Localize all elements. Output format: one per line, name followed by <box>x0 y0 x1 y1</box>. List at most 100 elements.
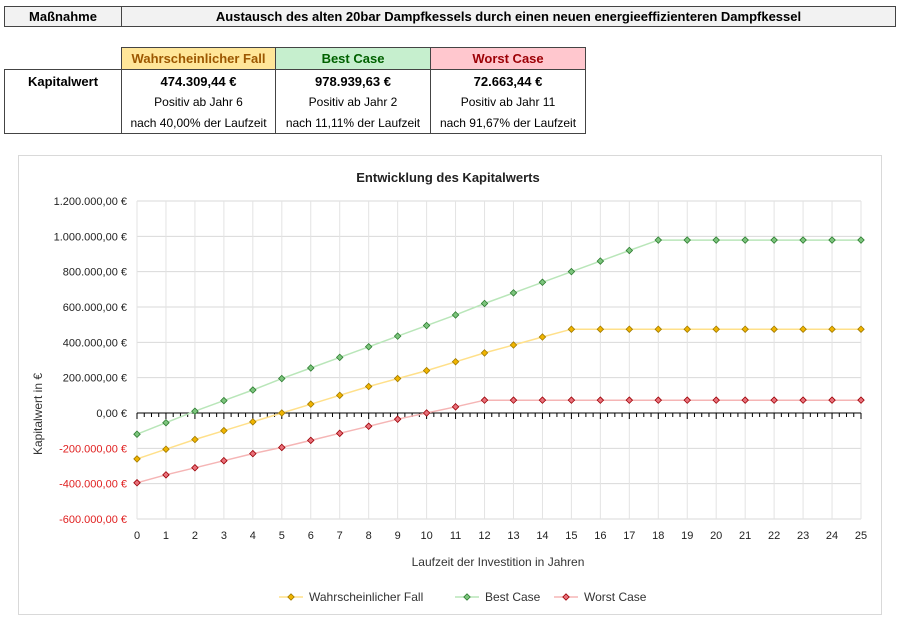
data-point <box>422 366 431 375</box>
x-tick-label: 10 <box>420 530 432 542</box>
x-tick-label: 7 <box>337 530 343 542</box>
data-point <box>683 396 692 404</box>
series-line-2 <box>136 399 861 484</box>
data-point <box>220 426 228 435</box>
y-tick-label: 400.000,00 € <box>63 337 127 349</box>
x-tick-label: 23 <box>797 530 809 542</box>
data-point <box>567 325 576 333</box>
x-tick-label: 15 <box>565 530 577 542</box>
data-point <box>306 436 315 445</box>
data-point <box>335 429 344 438</box>
y-tick-label: 800.000,00 € <box>63 267 127 279</box>
summary-positive-likely: Positiv ab Jahr 6 <box>154 95 243 109</box>
data-point <box>712 325 720 333</box>
x-tick-label: 20 <box>710 530 722 542</box>
chart-title: Entwicklung des Kapitalwerts <box>356 170 540 185</box>
data-point <box>857 236 865 244</box>
x-tick-label: 14 <box>536 530 548 542</box>
data-point <box>828 396 836 404</box>
y-tick-label: 1.000.000,00 € <box>54 231 127 243</box>
data-point <box>133 479 141 487</box>
data-point <box>422 409 431 417</box>
data-point <box>220 396 228 405</box>
summary-runtime-likely: nach 40,00% der Laufzeit <box>130 116 267 130</box>
data-point <box>133 455 141 463</box>
summary-column-best: Best Case 978.939,63 € Positiv ab Jahr 2… <box>275 47 431 134</box>
data-point <box>857 396 865 404</box>
legend-marker <box>463 593 471 601</box>
x-tick-label: 19 <box>681 530 693 542</box>
data-point <box>799 325 807 333</box>
data-point <box>683 325 692 333</box>
measure-label: Maßnahme <box>4 6 122 27</box>
x-tick-label: 17 <box>623 530 635 542</box>
legend-marker <box>562 593 570 601</box>
x-tick-label: 12 <box>478 530 490 542</box>
summary-value-best: 978.939,63 € <box>315 73 391 89</box>
summary-title-worst: Worst Case <box>430 47 586 70</box>
data-point <box>278 443 286 452</box>
summary-runtime-worst: nach 91,67% der Laufzeit <box>439 116 577 130</box>
data-point <box>741 396 749 404</box>
data-point <box>249 386 257 394</box>
y-tick-label: 600.000,00 € <box>63 302 127 314</box>
data-point <box>393 374 402 383</box>
y-tick-label: -600.000,00 € <box>59 514 127 526</box>
legend-label: Best Case <box>485 590 541 604</box>
x-tick-label: 13 <box>507 530 519 542</box>
data-point <box>162 445 170 453</box>
data-point <box>278 409 286 417</box>
legend-marker <box>287 593 295 601</box>
data-point <box>422 321 431 330</box>
data-point <box>480 349 489 357</box>
data-point <box>712 396 720 404</box>
data-point <box>654 396 663 404</box>
data-point <box>509 289 518 297</box>
summary-title-best: Best Case <box>275 47 431 70</box>
x-tick-label: 9 <box>395 530 401 542</box>
data-point <box>625 396 634 404</box>
x-tick-label: 24 <box>826 530 838 542</box>
data-point <box>799 236 807 244</box>
x-tick-label: 21 <box>739 530 751 542</box>
data-point <box>770 396 778 404</box>
data-point <box>799 396 807 404</box>
data-point <box>191 435 199 444</box>
y-tick-label: 1.200.000,00 € <box>54 196 127 208</box>
summary-positive-best: Positiv ab Jahr 2 <box>308 95 398 109</box>
data-point <box>220 456 228 465</box>
legend-label: Wahrscheinlicher Fall <box>309 590 423 604</box>
x-tick-label: 0 <box>134 530 140 542</box>
measure-text: Austausch des alten 20bar Dampfkessels d… <box>121 6 896 27</box>
legend-label: Worst Case <box>584 590 647 604</box>
data-point <box>654 325 663 333</box>
data-point <box>625 325 634 333</box>
data-point <box>364 382 373 391</box>
data-point <box>335 353 344 362</box>
data-point <box>538 396 547 404</box>
data-point <box>567 267 576 276</box>
data-point <box>770 236 778 244</box>
chart-svg: Entwicklung des Kapitalwerts Laufzeit de… <box>31 170 867 604</box>
data-point <box>162 471 170 479</box>
data-point <box>393 332 402 340</box>
summary-positive-worst: Positiv ab Jahr 11 <box>460 95 556 109</box>
data-point <box>249 418 257 426</box>
x-tick-label: 1 <box>163 530 169 542</box>
x-tick-label: 11 <box>450 530 461 542</box>
data-point <box>480 396 489 404</box>
x-tick-label: 16 <box>594 530 606 542</box>
x-tick-label: 5 <box>279 530 285 542</box>
y-tick-label: -200.000,00 € <box>59 443 127 455</box>
data-point <box>741 236 749 244</box>
data-point <box>191 407 199 415</box>
summary-body-worst <box>430 69 586 134</box>
y-tick-label: 200.000,00 € <box>63 373 127 385</box>
data-point <box>857 325 865 333</box>
data-point <box>509 341 518 349</box>
data-point <box>451 403 460 411</box>
data-point <box>828 325 836 333</box>
data-point <box>249 449 257 458</box>
data-point <box>596 257 605 265</box>
data-point <box>306 364 315 372</box>
